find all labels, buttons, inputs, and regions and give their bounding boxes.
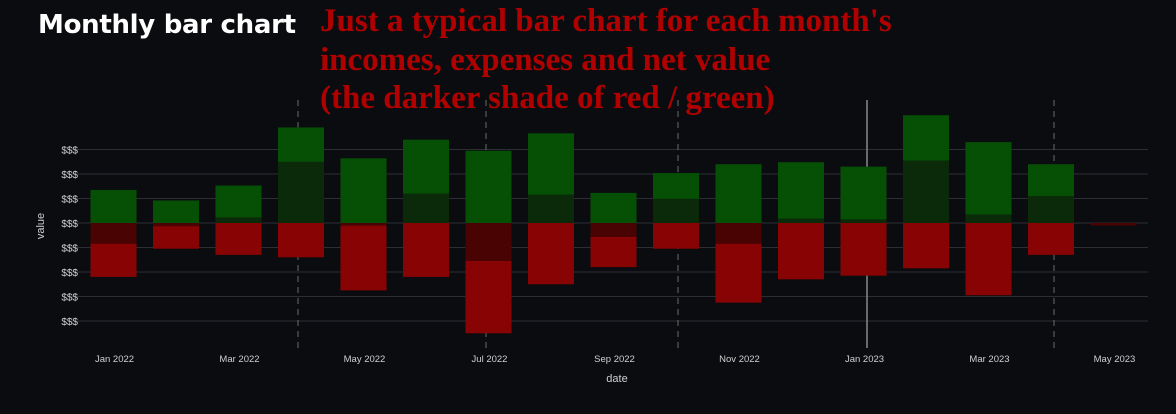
x-tick-label: Mar 2022 (219, 354, 259, 365)
x-tick-label: May 2022 (344, 354, 386, 365)
chart-annotation: Just a typical bar chart for each month'… (320, 2, 1020, 118)
income-bar (778, 162, 824, 223)
net-bar-positive (903, 160, 949, 223)
x-tick-labels: Jan 2022 Mar 2022 May 2022 Jul 2022 Sep 2022… (95, 354, 1135, 365)
expense-bar (153, 223, 199, 249)
net-bar-negative (465, 223, 512, 261)
expense-bar (403, 223, 449, 277)
x-tick-label: May 2023 (1094, 354, 1136, 365)
y-tick-label: $$$ (61, 244, 78, 255)
income-bar (840, 166, 887, 223)
expense-bar (528, 223, 574, 285)
income-bar (465, 150, 512, 223)
net-bar-positive (1028, 196, 1074, 223)
income-bar (90, 189, 137, 223)
expense-bar (340, 223, 387, 291)
expense-bar (653, 223, 699, 249)
net-bar-positive (528, 194, 574, 223)
income-bar (965, 142, 1012, 223)
expense-bar (1028, 223, 1074, 255)
y-tick-label: $$$ (61, 219, 78, 230)
expense-bar (840, 223, 887, 276)
income-bar (340, 158, 387, 223)
net-bar-positive (778, 218, 824, 223)
expense-bar (278, 223, 324, 258)
net-bar-positive (278, 161, 324, 223)
expense-bar (778, 223, 824, 280)
net-bar-positive (840, 219, 887, 223)
net-bar-negative (590, 223, 637, 237)
x-tick-label: Mar 2023 (969, 354, 1009, 365)
net-bar-negative (340, 223, 387, 226)
y-tick-labels: $$$ $$$ $$$ $$$ $$$ $$$ $$$ $$$ (61, 146, 78, 329)
y-axis-label: value (35, 213, 47, 239)
x-tick-label: Sep 2022 (594, 354, 635, 365)
income-bar (715, 164, 762, 223)
income-bar (215, 185, 262, 223)
annotation-line: (the darker shade of red / green) (320, 80, 775, 116)
y-tick-label: $$$ (61, 170, 78, 181)
y-tick-label: $$$ (61, 317, 78, 328)
y-tick-label: $$$ (61, 293, 78, 304)
income-bar (590, 192, 637, 223)
net-bar-negative (90, 223, 137, 244)
chart-title: Monthly bar chart (38, 10, 296, 40)
income-bar (153, 200, 199, 223)
bars (90, 115, 1137, 334)
net-bar-negative (153, 223, 199, 227)
y-tick-label: $$$ (61, 195, 78, 206)
expense-bar (965, 223, 1012, 296)
y-tick-label: $$$ (61, 268, 78, 279)
x-axis-label: date (606, 373, 627, 385)
net-bar-positive (965, 214, 1012, 223)
x-tick-label: Nov 2022 (719, 354, 760, 365)
annotation-line: incomes, expenses and net value (320, 41, 771, 78)
x-tick-label: Jul 2022 (472, 354, 508, 365)
net-bar-negative (1090, 223, 1137, 226)
expense-bar (903, 223, 949, 269)
net-bar-positive (215, 217, 262, 223)
annotation-line: Just a typical bar chart for each month'… (320, 3, 892, 39)
x-tick-label: Jan 2023 (845, 354, 884, 365)
net-bar-positive (653, 198, 699, 223)
y-tick-label: $$$ (61, 146, 78, 157)
expense-bar (215, 223, 262, 255)
x-tick-label: Jan 2022 (95, 354, 134, 365)
net-bar-positive (403, 193, 449, 223)
net-bar-negative (715, 223, 762, 244)
